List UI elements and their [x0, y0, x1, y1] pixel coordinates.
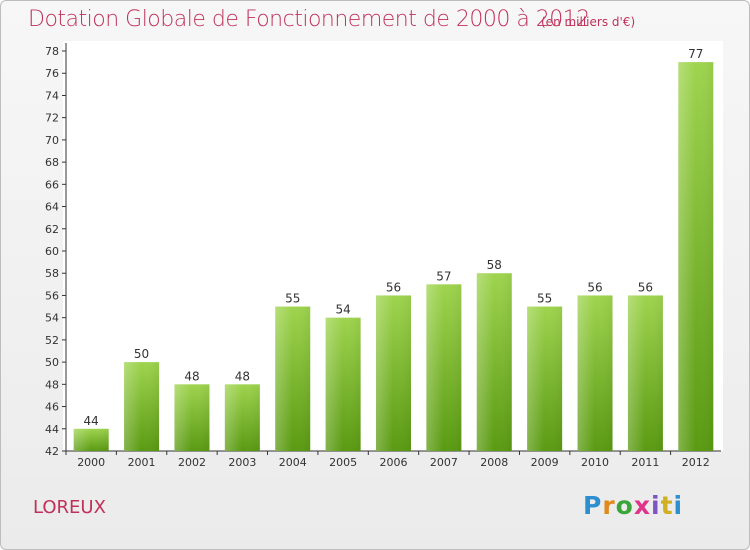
x-tick-label: 2004	[279, 456, 307, 469]
logo-letter: i	[673, 491, 684, 520]
logo-letter: t	[660, 491, 674, 520]
x-tick-label: 2002	[178, 456, 206, 469]
y-tick-label: 76	[45, 67, 59, 80]
bar-highlight	[476, 273, 512, 451]
x-tick-label: 2011	[631, 456, 659, 469]
x-axis: 2000 2001 2002 2003 2004 2005 2006 2007 2008 2009…	[65, 450, 721, 469]
y-tick-label: 62	[45, 223, 59, 236]
y-tick-label: 64	[45, 201, 59, 214]
logo-letter: o	[615, 491, 634, 520]
y-tick-label: 42	[45, 445, 59, 458]
bar-value-label: 44	[84, 414, 99, 428]
logo-letter: r	[602, 491, 616, 520]
x-tick-label: 2006	[380, 456, 408, 469]
bar-value-label: 48	[184, 369, 199, 383]
chart-subtitle: (en milliers d'€)	[541, 15, 636, 29]
bar-highlight	[376, 295, 411, 451]
bar-value-label: 56	[386, 280, 401, 294]
y-tick-label: 56	[45, 289, 59, 302]
y-tick-label: 54	[45, 312, 59, 325]
x-tick-label: 2009	[531, 456, 559, 469]
y-tick-label: 50	[45, 356, 59, 369]
y-tick-label: 48	[45, 378, 59, 391]
bar-value-label: 55	[285, 292, 300, 306]
x-tick-label: 2003	[228, 456, 256, 469]
bar-value-label: 48	[235, 369, 250, 383]
y-tick-label: 68	[45, 156, 59, 169]
y-tick-label: 44	[45, 423, 59, 436]
bar-value-label: 50	[134, 347, 149, 361]
y-tick-label: 46	[45, 401, 59, 414]
bar-highlight	[275, 306, 311, 451]
bar-value-label: 77	[688, 47, 703, 61]
bar-value-label: 55	[537, 292, 552, 306]
bar-highlight	[627, 295, 663, 451]
logo-letter: P	[583, 491, 603, 520]
bar-value-label: 56	[587, 280, 602, 294]
bar-value-label: 56	[638, 280, 653, 294]
bar-value-label: 57	[436, 269, 451, 283]
logo-letter: i	[651, 491, 661, 520]
y-axis: 42 44 46 48 50 52 54 56 58 60 62 64 66 68 70 72 74 76 78	[45, 43, 67, 458]
bar-highlight	[325, 317, 361, 451]
x-tick-label: 2007	[430, 456, 458, 469]
commune-name: LOREUX	[33, 497, 106, 518]
bar-highlight	[224, 384, 260, 451]
bar-value-label: 54	[335, 303, 350, 317]
y-tick-label: 60	[45, 245, 59, 258]
bar-value-label: 58	[487, 258, 502, 272]
x-tick-label: 2005	[329, 456, 357, 469]
bar-highlight	[577, 295, 613, 451]
y-tick-label: 74	[45, 89, 59, 102]
logo-letter: x	[633, 491, 651, 520]
x-tick-label: 2000	[77, 456, 105, 469]
y-tick-label: 78	[45, 45, 59, 58]
x-tick-label: 2010	[581, 456, 609, 469]
x-tick-label: 2008	[480, 456, 508, 469]
y-tick-label: 58	[45, 267, 59, 280]
bar-highlight	[527, 306, 563, 451]
y-tick-label: 72	[45, 112, 59, 125]
chart-title: Dotation Globale de Fonctionnement de 20…	[28, 7, 590, 32]
bar-highlight	[426, 284, 462, 451]
x-tick-label: 2001	[128, 456, 156, 469]
bar-highlight	[124, 362, 160, 451]
y-tick-label: 70	[45, 134, 59, 147]
x-tick-label: 2012	[682, 456, 710, 469]
bars: 44 50 48 48 55 54 56 57 58 55 56 56 77	[73, 47, 714, 451]
y-tick-label: 52	[45, 334, 59, 347]
bar-highlight	[678, 62, 714, 451]
bar-highlight	[73, 428, 109, 451]
bar-highlight	[174, 384, 210, 451]
y-tick-label: 66	[45, 178, 59, 191]
proxiti-logo[interactable]: Proxiti	[583, 491, 683, 520]
